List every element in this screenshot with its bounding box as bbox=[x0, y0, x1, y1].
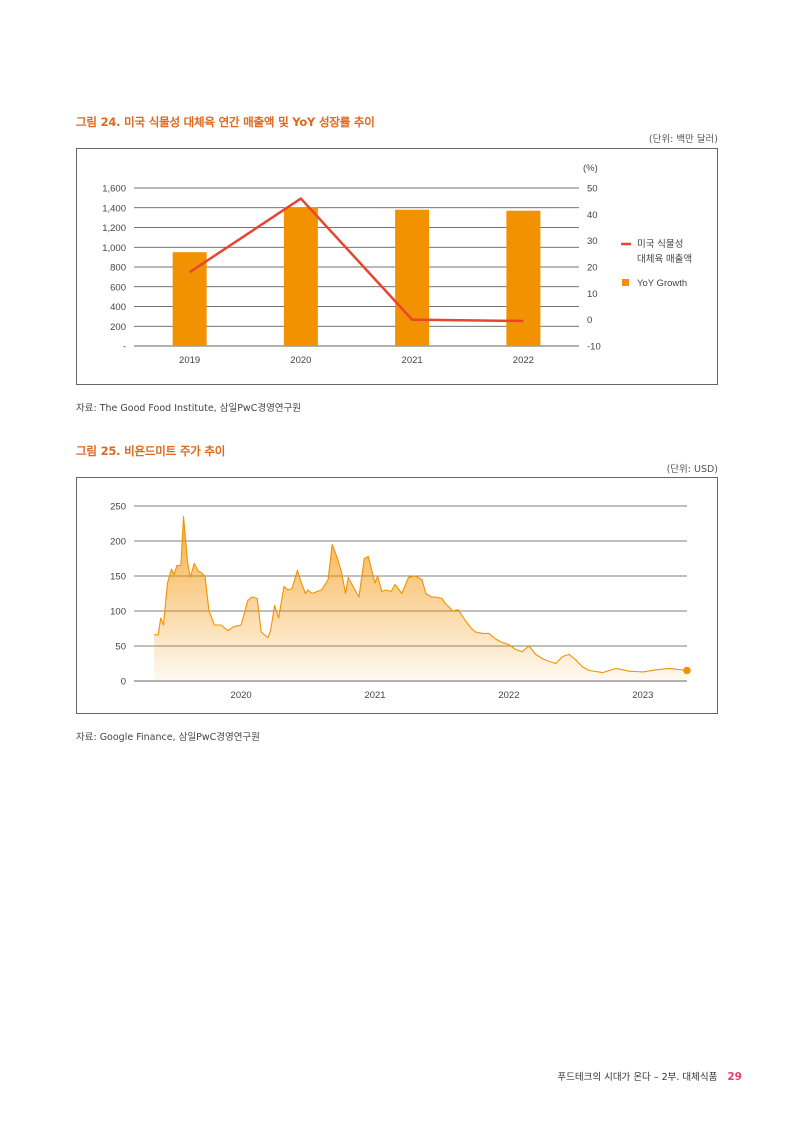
y-left-tick-label: 1,600 bbox=[102, 184, 126, 195]
legend-label: YoY Growth bbox=[637, 278, 687, 289]
figure-24-source: 자료: The Good Food Institute, 삼일PwC경영연구원 bbox=[76, 403, 302, 414]
x-tick-label: 2021 bbox=[364, 690, 385, 701]
legend-square-marker bbox=[622, 279, 629, 286]
bar-2021 bbox=[395, 209, 430, 346]
figure-24-unit: (단위: 백만 달러) bbox=[648, 134, 718, 145]
y-right-tick-label: 30 bbox=[587, 236, 598, 247]
y-left-tick-label: 1,400 bbox=[102, 203, 126, 214]
y-right-tick-label: 20 bbox=[587, 263, 598, 274]
y-left-tick-label: 200 bbox=[110, 322, 126, 333]
figure-25-unit: (단위: USD) bbox=[666, 464, 718, 475]
figure-25-frame: 0 50 100 150 200 250 2020 2021 2022 2023 bbox=[76, 477, 718, 714]
price-area bbox=[154, 516, 688, 681]
x-tick-label: 2022 bbox=[498, 690, 519, 701]
y-left-tick-label: 800 bbox=[110, 263, 126, 274]
x-tick-label: 2023 bbox=[632, 690, 653, 701]
footer-text: 푸드테크의 시대가 온다 – 2부. 대체식품 bbox=[557, 1072, 718, 1083]
x-tick-label: 2019 bbox=[179, 355, 200, 366]
price-line bbox=[154, 515, 688, 674]
y-right-tick-label: -10 bbox=[587, 342, 601, 353]
figure-25-title: 그림 25. 비욘드미트 주가 추이 bbox=[76, 444, 226, 458]
y-tick-label: 200 bbox=[110, 537, 126, 548]
y-right-tick-label: 0 bbox=[587, 315, 592, 326]
revenue-growth-chart: - 200 400 600 800 1,000 1,200 1,400 1,600 -10 0 10 2… bbox=[102, 163, 692, 366]
y-left-tick-label: 1,200 bbox=[102, 223, 126, 234]
y-left-tick-label: - bbox=[123, 342, 126, 353]
stock-price-chart: 0 50 100 150 200 250 2020 2021 2022 2023 bbox=[110, 502, 691, 701]
figure-25-source: 자료: Google Finance, 삼일PwC경영연구원 bbox=[76, 732, 260, 743]
bar-2022 bbox=[506, 210, 541, 346]
y-tick-label: 50 bbox=[115, 642, 126, 653]
bar-2020 bbox=[283, 207, 318, 346]
figure-24-title: 그림 24. 미국 식물성 대체육 연간 매출액 및 YoY 성장률 추이 bbox=[76, 115, 375, 129]
y-right-tick-label: 40 bbox=[587, 210, 598, 221]
x-tick-label: 2020 bbox=[290, 355, 311, 366]
y-left-tick-label: 1,000 bbox=[102, 243, 126, 254]
page-footer: 푸드테크의 시대가 온다 – 2부. 대체식품 29 bbox=[557, 1069, 742, 1083]
figure-24-frame: - 200 400 600 800 1,000 1,200 1,400 1,600 -10 0 10 2… bbox=[76, 148, 718, 385]
y-tick-label: 100 bbox=[110, 607, 126, 618]
y-tick-label: 0 bbox=[121, 677, 126, 688]
x-tick-label: 2021 bbox=[402, 355, 423, 366]
bar-2019 bbox=[172, 252, 207, 346]
y-right-tick-label: 50 bbox=[587, 184, 598, 195]
y-left-tick-label: 400 bbox=[110, 302, 126, 313]
page-number: 29 bbox=[727, 1071, 742, 1083]
latest-price-marker bbox=[683, 666, 691, 675]
y-tick-label: 150 bbox=[110, 572, 126, 583]
legend-label: 미국 식물성 bbox=[637, 239, 683, 250]
y-right-tick-label: 10 bbox=[587, 289, 598, 300]
y-tick-label: 250 bbox=[110, 502, 126, 513]
x-tick-label: 2020 bbox=[231, 690, 252, 701]
x-tick-label: 2022 bbox=[513, 355, 534, 366]
growth-line bbox=[188, 197, 524, 323]
legend-label: 대체육 매출액 bbox=[637, 253, 692, 265]
y-left-tick-label: 600 bbox=[110, 282, 126, 293]
y-right-unit-label: (%) bbox=[583, 163, 598, 174]
